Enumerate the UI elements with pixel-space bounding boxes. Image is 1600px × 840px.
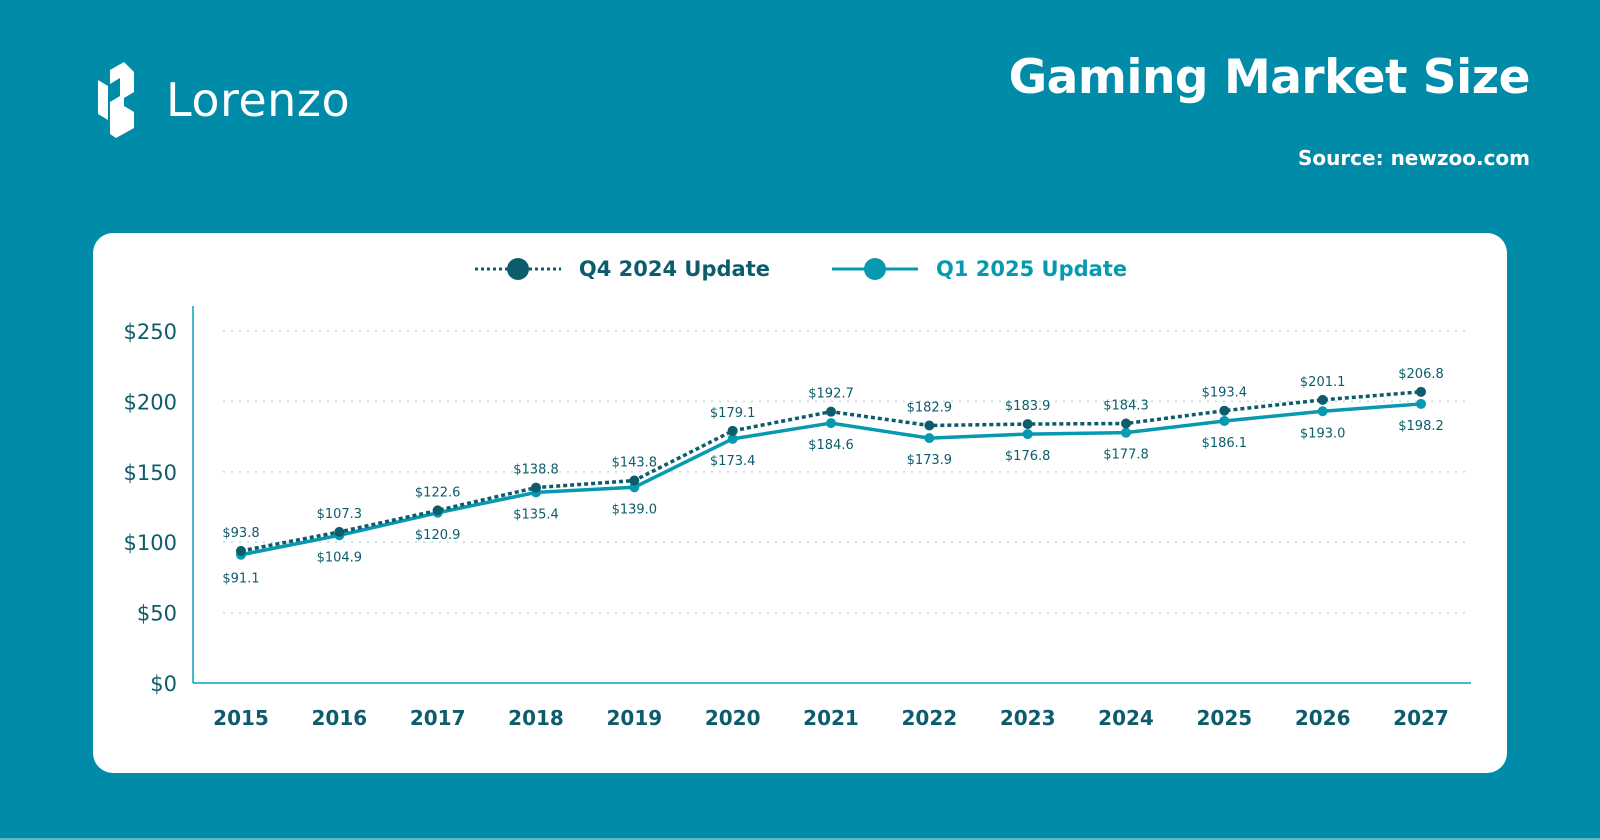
y-tick-label: $0: [150, 672, 177, 696]
x-tick-label: 2018: [508, 706, 564, 730]
x-tick-label: 2020: [705, 706, 761, 730]
x-tick-label: 2019: [606, 706, 662, 730]
data-point-q4-2024: [826, 406, 836, 417]
chart-card: Q4 2024 Update Q1 2025 Update $0 $50 $100 $…: [93, 233, 1507, 773]
x-tick-label: 2015: [213, 706, 269, 730]
lorenzo-logo-icon: [98, 62, 134, 138]
x-tick-label: 2016: [311, 706, 367, 730]
legend-marker-dotted-icon: [474, 258, 561, 280]
data-label-q4-2024: $138.8: [513, 463, 559, 478]
chart-legend: Q4 2024 Update Q1 2025 Update: [93, 257, 1507, 281]
data-label-q4-2024: $143.8: [612, 456, 658, 471]
data-point-q4-2024: [629, 475, 640, 486]
footer-divider: [0, 838, 1600, 840]
brand-name: Lorenzo: [166, 73, 351, 127]
data-label-q4-2024: $183.9: [1005, 399, 1051, 414]
data-point-q1-2025: [826, 418, 836, 429]
data-point-q4-2024: [727, 425, 738, 436]
data-label-q4-2024: $107.3: [317, 507, 363, 522]
data-point-q4-2024: [531, 482, 541, 493]
data-point-q1-2025: [1317, 406, 1328, 417]
brand: Lorenzo: [96, 62, 350, 138]
legend-label-q4-2024: Q4 2024 Update: [578, 257, 770, 281]
y-tick-label: $50: [137, 602, 177, 626]
data-point-q4-2024: [1317, 394, 1328, 405]
data-label-q1-2025: $184.6: [808, 438, 854, 453]
data-label-q1-2025: $193.0: [1300, 426, 1346, 441]
data-label-q4-2024: $201.1: [1300, 375, 1346, 390]
data-label-q1-2025: $176.8: [1005, 449, 1051, 464]
data-label-q4-2024: $182.9: [907, 400, 953, 415]
data-label-q1-2025: $120.9: [415, 528, 461, 543]
data-label-q1-2025: $91.1: [222, 572, 259, 587]
data-label-q4-2024: $184.3: [1103, 399, 1149, 414]
data-label-q1-2025: $173.4: [710, 454, 756, 469]
data-point-q4-2024: [236, 545, 246, 556]
source-note: Source: newzoo.com: [1297, 146, 1530, 170]
data-point-q1-2025: [1416, 398, 1426, 409]
data-point-q4-2024: [334, 526, 345, 537]
data-point-q1-2025: [1022, 429, 1033, 440]
legend-item-q4-2024: Q4 2024 Update: [473, 257, 770, 281]
legend-item-q1-2025: Q1 2025 Update: [830, 257, 1127, 281]
data-label-q4-2024: $192.7: [808, 387, 854, 402]
x-tick-label: 2024: [1098, 706, 1154, 730]
data-point-q1-2025: [924, 433, 935, 444]
data-label-q1-2025: $198.2: [1398, 419, 1444, 434]
data-point-q4-2024: [432, 505, 443, 516]
data-label-q1-2025: $173.9: [907, 453, 953, 468]
data-label-q1-2025: $104.9: [317, 550, 363, 565]
data-point-q4-2024: [1416, 386, 1426, 397]
data-label-q4-2024: $179.1: [710, 406, 756, 421]
line-chart: $0 $50 $100 $150 $200 $250 2015 2016 2017 2018 201…: [124, 306, 1471, 730]
y-tick-label: $150: [124, 461, 177, 485]
y-tick-label: $250: [124, 320, 177, 344]
data-point-q4-2024: [1022, 419, 1033, 430]
data-point-q1-2025: [1121, 427, 1131, 438]
data-label-q1-2025: $135.4: [513, 507, 559, 522]
data-label-q4-2024: $122.6: [415, 485, 461, 500]
data-label-q4-2024: $93.8: [222, 526, 259, 541]
x-tick-label: 2025: [1196, 706, 1252, 730]
x-tick-label: 2026: [1295, 706, 1351, 730]
data-label-q1-2025: $186.1: [1202, 436, 1248, 451]
data-point-q4-2024: [1219, 405, 1230, 416]
data-point-q4-2024: [1121, 418, 1131, 429]
x-tick-label: 2021: [803, 706, 859, 730]
legend-marker-solid-icon: [832, 258, 918, 280]
data-label-q1-2025: $139.0: [612, 502, 658, 517]
data-point-q4-2024: [924, 420, 935, 431]
data-point-q1-2025: [727, 433, 738, 444]
y-tick-label: $200: [124, 390, 177, 414]
x-tick-label: 2027: [1393, 706, 1449, 730]
x-tick-label: 2017: [410, 706, 466, 730]
data-label-q1-2025: $177.8: [1103, 448, 1149, 463]
y-tick-label: $100: [124, 531, 177, 555]
x-tick-label: 2023: [1000, 706, 1056, 730]
page-title: Gaming Market Size: [1008, 50, 1531, 105]
data-label-q4-2024: $206.8: [1398, 367, 1444, 382]
x-tick-label: 2022: [901, 706, 957, 730]
legend-label-q1-2025: Q1 2025 Update: [936, 257, 1128, 281]
data-label-q4-2024: $193.4: [1202, 386, 1248, 401]
data-point-q1-2025: [1219, 415, 1230, 426]
